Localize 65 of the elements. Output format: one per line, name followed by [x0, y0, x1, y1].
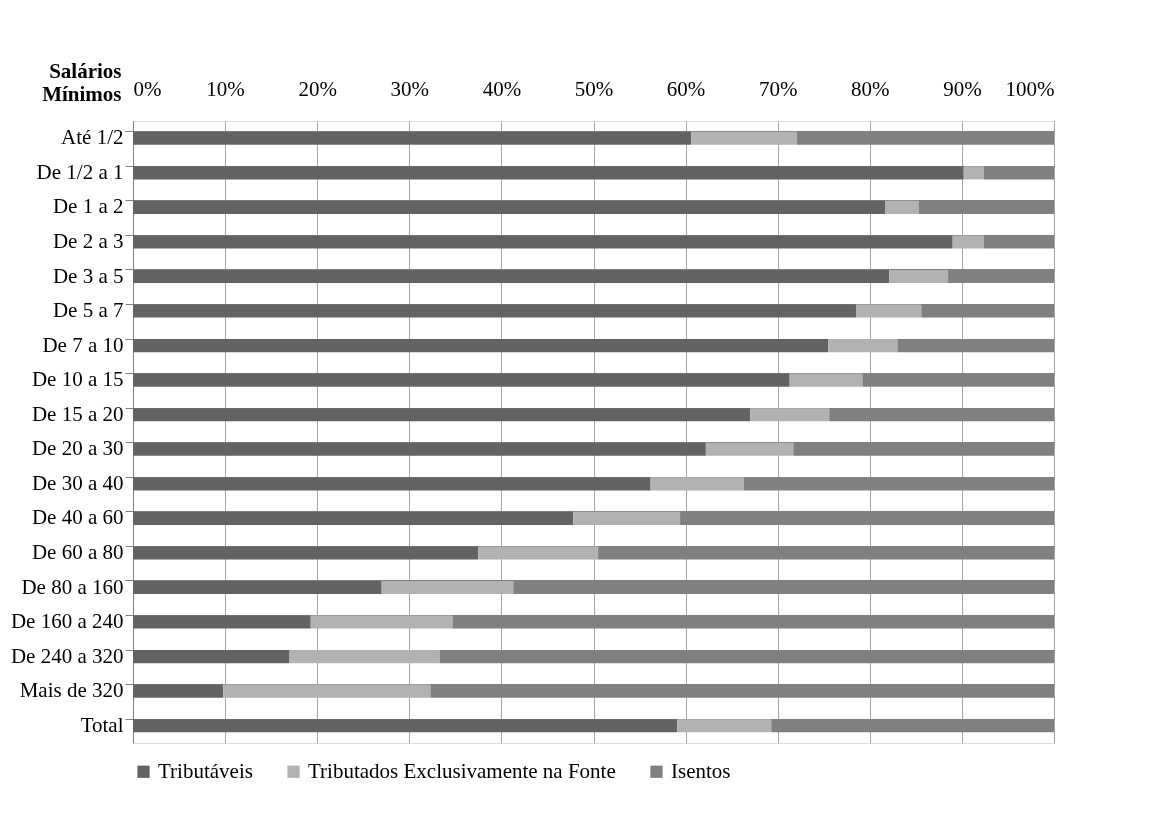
y-tick-label: Total — [80, 712, 124, 737]
y-tick-label: De 3 a 5 — [52, 263, 124, 288]
y-tick-label: Mais de 320 — [19, 678, 124, 703]
y-tick-label: De 30 a 40 — [31, 470, 124, 495]
bar — [133, 131, 692, 145]
x-tick-label: 50% — [574, 76, 614, 101]
x-tick-label: 90% — [943, 76, 982, 101]
bar — [133, 373, 790, 387]
bar — [439, 650, 1054, 664]
y-tick-label: De 240 a 320 — [10, 643, 124, 668]
x-tick-label: 10% — [206, 76, 245, 101]
bar — [771, 719, 1054, 733]
bar — [133, 546, 479, 560]
bar — [452, 615, 1054, 629]
y-axis-title: Salários Mínimos — [42, 58, 122, 106]
bar — [133, 304, 856, 318]
bar — [133, 650, 290, 664]
bar — [829, 408, 1054, 422]
bar — [133, 200, 886, 214]
bar — [984, 166, 1054, 180]
x-tick-label: 100% — [1005, 76, 1055, 101]
bar — [133, 615, 311, 629]
bar — [743, 477, 1054, 491]
bar — [897, 339, 1054, 353]
bar — [133, 511, 574, 525]
legend-label: Tributados Exclusivamente na Fonte — [308, 758, 616, 783]
x-tick-label: 70% — [758, 76, 798, 101]
y-tick-label: De 20 a 30 — [31, 436, 124, 461]
bar — [889, 269, 949, 284]
bar — [133, 580, 382, 595]
y-tick-label: De 40 a 60 — [31, 505, 124, 530]
bar — [984, 235, 1054, 249]
bar — [789, 373, 863, 387]
bar — [133, 166, 964, 180]
x-tick-label: 80% — [851, 76, 890, 101]
x-tick-label: 20% — [298, 76, 337, 101]
y-tick-label: De 10 a 15 — [31, 367, 124, 392]
y-tick-label: De 7 a 10 — [42, 332, 124, 357]
y-tick-label: De 15 a 20 — [31, 401, 124, 426]
bar — [133, 719, 678, 733]
bar — [921, 304, 1054, 318]
y-tick-label: De 80 a 160 — [21, 574, 124, 599]
x-tick-label: 60% — [666, 76, 706, 101]
y-tick-label: De 5 a 7 — [52, 298, 124, 323]
y-tick-label: De 60 a 80 — [31, 539, 124, 564]
bar — [598, 546, 1054, 560]
bar — [133, 442, 706, 456]
bar — [885, 200, 919, 214]
x-tick-label: 0% — [133, 76, 162, 101]
bar — [133, 235, 953, 249]
x-tick-label: 30% — [390, 76, 430, 101]
bar — [133, 684, 224, 698]
bar — [133, 408, 751, 422]
y-tick-label: De 1 a 2 — [52, 194, 124, 219]
y-tick-label: Até 1/2 — [61, 125, 124, 150]
x-tick-label: 40% — [482, 76, 522, 101]
y-tick-label: De 2 a 3 — [52, 228, 124, 253]
y-tick-label: De 1/2 a 1 — [36, 159, 124, 184]
legend-label: Isentos — [671, 758, 731, 783]
y-tick-label: De 160 a 240 — [10, 609, 124, 634]
bar — [133, 339, 829, 353]
legend-label: Tributáveis — [158, 758, 253, 783]
bar — [133, 269, 890, 284]
bar — [963, 166, 984, 180]
bar — [133, 477, 651, 491]
